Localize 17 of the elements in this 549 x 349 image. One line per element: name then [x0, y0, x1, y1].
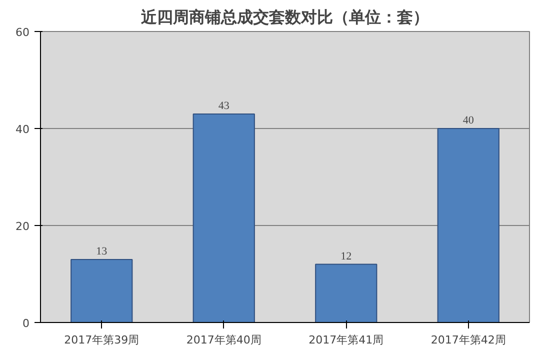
bar [70, 258, 133, 322]
bar [192, 113, 255, 322]
bar [437, 128, 500, 322]
data-label: 43 [218, 100, 230, 112]
x-tick-label: 2017年第42周 [430, 334, 506, 346]
x-tick-label: 2017年第39周 [64, 334, 140, 346]
x-tick-label: 2017年第40周 [186, 334, 262, 346]
y-tick-label: 60 [16, 26, 30, 39]
x-tick-label: 2017年第41周 [308, 334, 384, 346]
data-label: 13 [96, 245, 108, 258]
data-label: 40 [462, 114, 474, 126]
bar [315, 264, 378, 322]
chart-title: 近四周商铺总成交套数对比（单位：套） [140, 8, 429, 26]
y-tick-label: 20 [16, 220, 30, 233]
data-label: 12 [340, 250, 352, 262]
y-tick-label: 0 [22, 317, 30, 330]
y-tick-label: 40 [16, 123, 30, 136]
